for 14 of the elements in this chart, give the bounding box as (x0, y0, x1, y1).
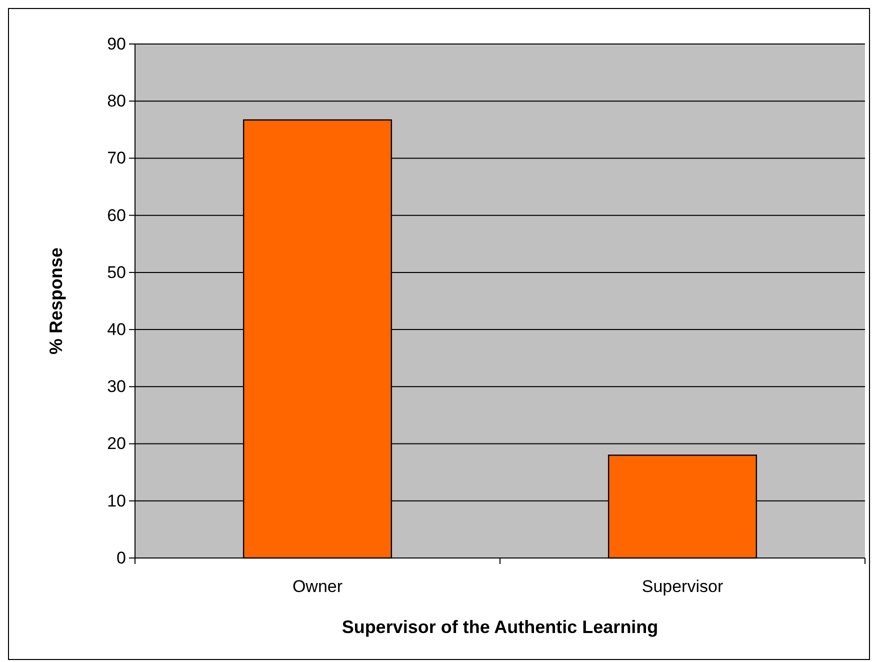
y-tick-label: 0 (116, 548, 126, 568)
y-tick-label: 10 (107, 491, 126, 510)
y-axis-title: % Response (46, 247, 66, 355)
y-tick-label: 70 (107, 148, 126, 168)
y-tick-label: 40 (107, 320, 126, 339)
y-tick-label: 60 (107, 206, 126, 225)
y-tick-label: 80 (107, 92, 126, 111)
y-tick-label: 90 (107, 34, 126, 54)
y-tick-label: 20 (107, 434, 126, 454)
x-tick-label: Owner (292, 577, 343, 596)
y-tick-label: 30 (107, 377, 126, 396)
y-tick-label: 50 (107, 262, 126, 282)
x-axis-title: Supervisor of the Authentic Learning (342, 617, 658, 637)
x-tick-label: Supervisor (642, 577, 724, 596)
